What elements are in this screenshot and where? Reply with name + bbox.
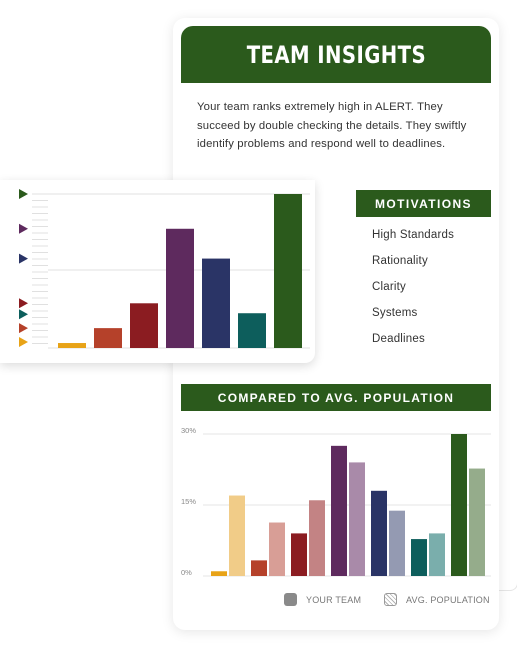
motivation-item-clarity: Clarity [372,281,406,293]
y-tick-label: 15% [181,497,196,506]
marker-arrow-6 [19,309,28,320]
team-bar-7 [451,434,467,576]
page-title: TEAM INSIGHTS [246,40,426,69]
y-tick-label: 0% [181,568,192,577]
team-bar-4 [331,445,347,576]
y-tick-label: 30% [181,426,196,435]
team-bar-3 [291,533,307,576]
avg-bar-3 [309,500,325,576]
avg-bar-7 [469,468,485,576]
team-description: Your team ranks extremely high in ALERT.… [197,101,467,150]
avg-bar-4 [349,462,365,576]
legend-your-team: YOUR TEAM [284,593,361,606]
avg-bar-5 [389,510,405,576]
team-bar-2 [94,328,122,348]
motivation-item-high-standards: High Standards [372,229,455,241]
team-bar-chart [19,189,310,349]
motivation-item-deadlines: Deadlines [372,333,425,345]
marker-arrow-5 [19,253,28,264]
marker-arrow-4 [19,223,28,234]
marker-arrow-7 [19,189,28,199]
avg-bar-2 [269,522,285,576]
team-bar-5 [202,258,230,348]
legend-avg-population: AVG. POPULATION [384,593,490,606]
team-bar-2 [251,560,267,576]
comparison-heading: COMPARED TO AVG. POPULATION [181,384,491,411]
legend-avg-swatch [384,593,397,606]
legend-avg-label: AVG. POPULATION [406,594,490,605]
title-banner: TEAM INSIGHTS [181,26,491,83]
motivation-item-rationality: Rationality [372,255,428,267]
avg-bar-6 [429,533,445,576]
team-bar-4 [166,228,194,348]
team-bar-1 [58,343,86,348]
team-bar-7 [274,194,302,348]
marker-arrow-2 [19,323,28,334]
comparison-bar-chart: 0% 15% 30% [181,426,491,577]
legend-team-label: YOUR TEAM [306,594,362,605]
team-bar-3 [130,303,158,348]
motivation-item-systems: Systems [372,307,418,319]
legend-team-swatch [284,593,297,606]
team-bar-6 [238,313,266,348]
team-bar-1 [211,571,227,576]
motivations-heading: MOTIVATIONS [356,190,491,217]
marker-arrow-3 [19,298,28,309]
marker-arrow-1 [19,337,28,347]
team-bar-5 [371,490,387,576]
team-bar-6 [411,539,427,576]
avg-bar-1 [229,495,245,576]
